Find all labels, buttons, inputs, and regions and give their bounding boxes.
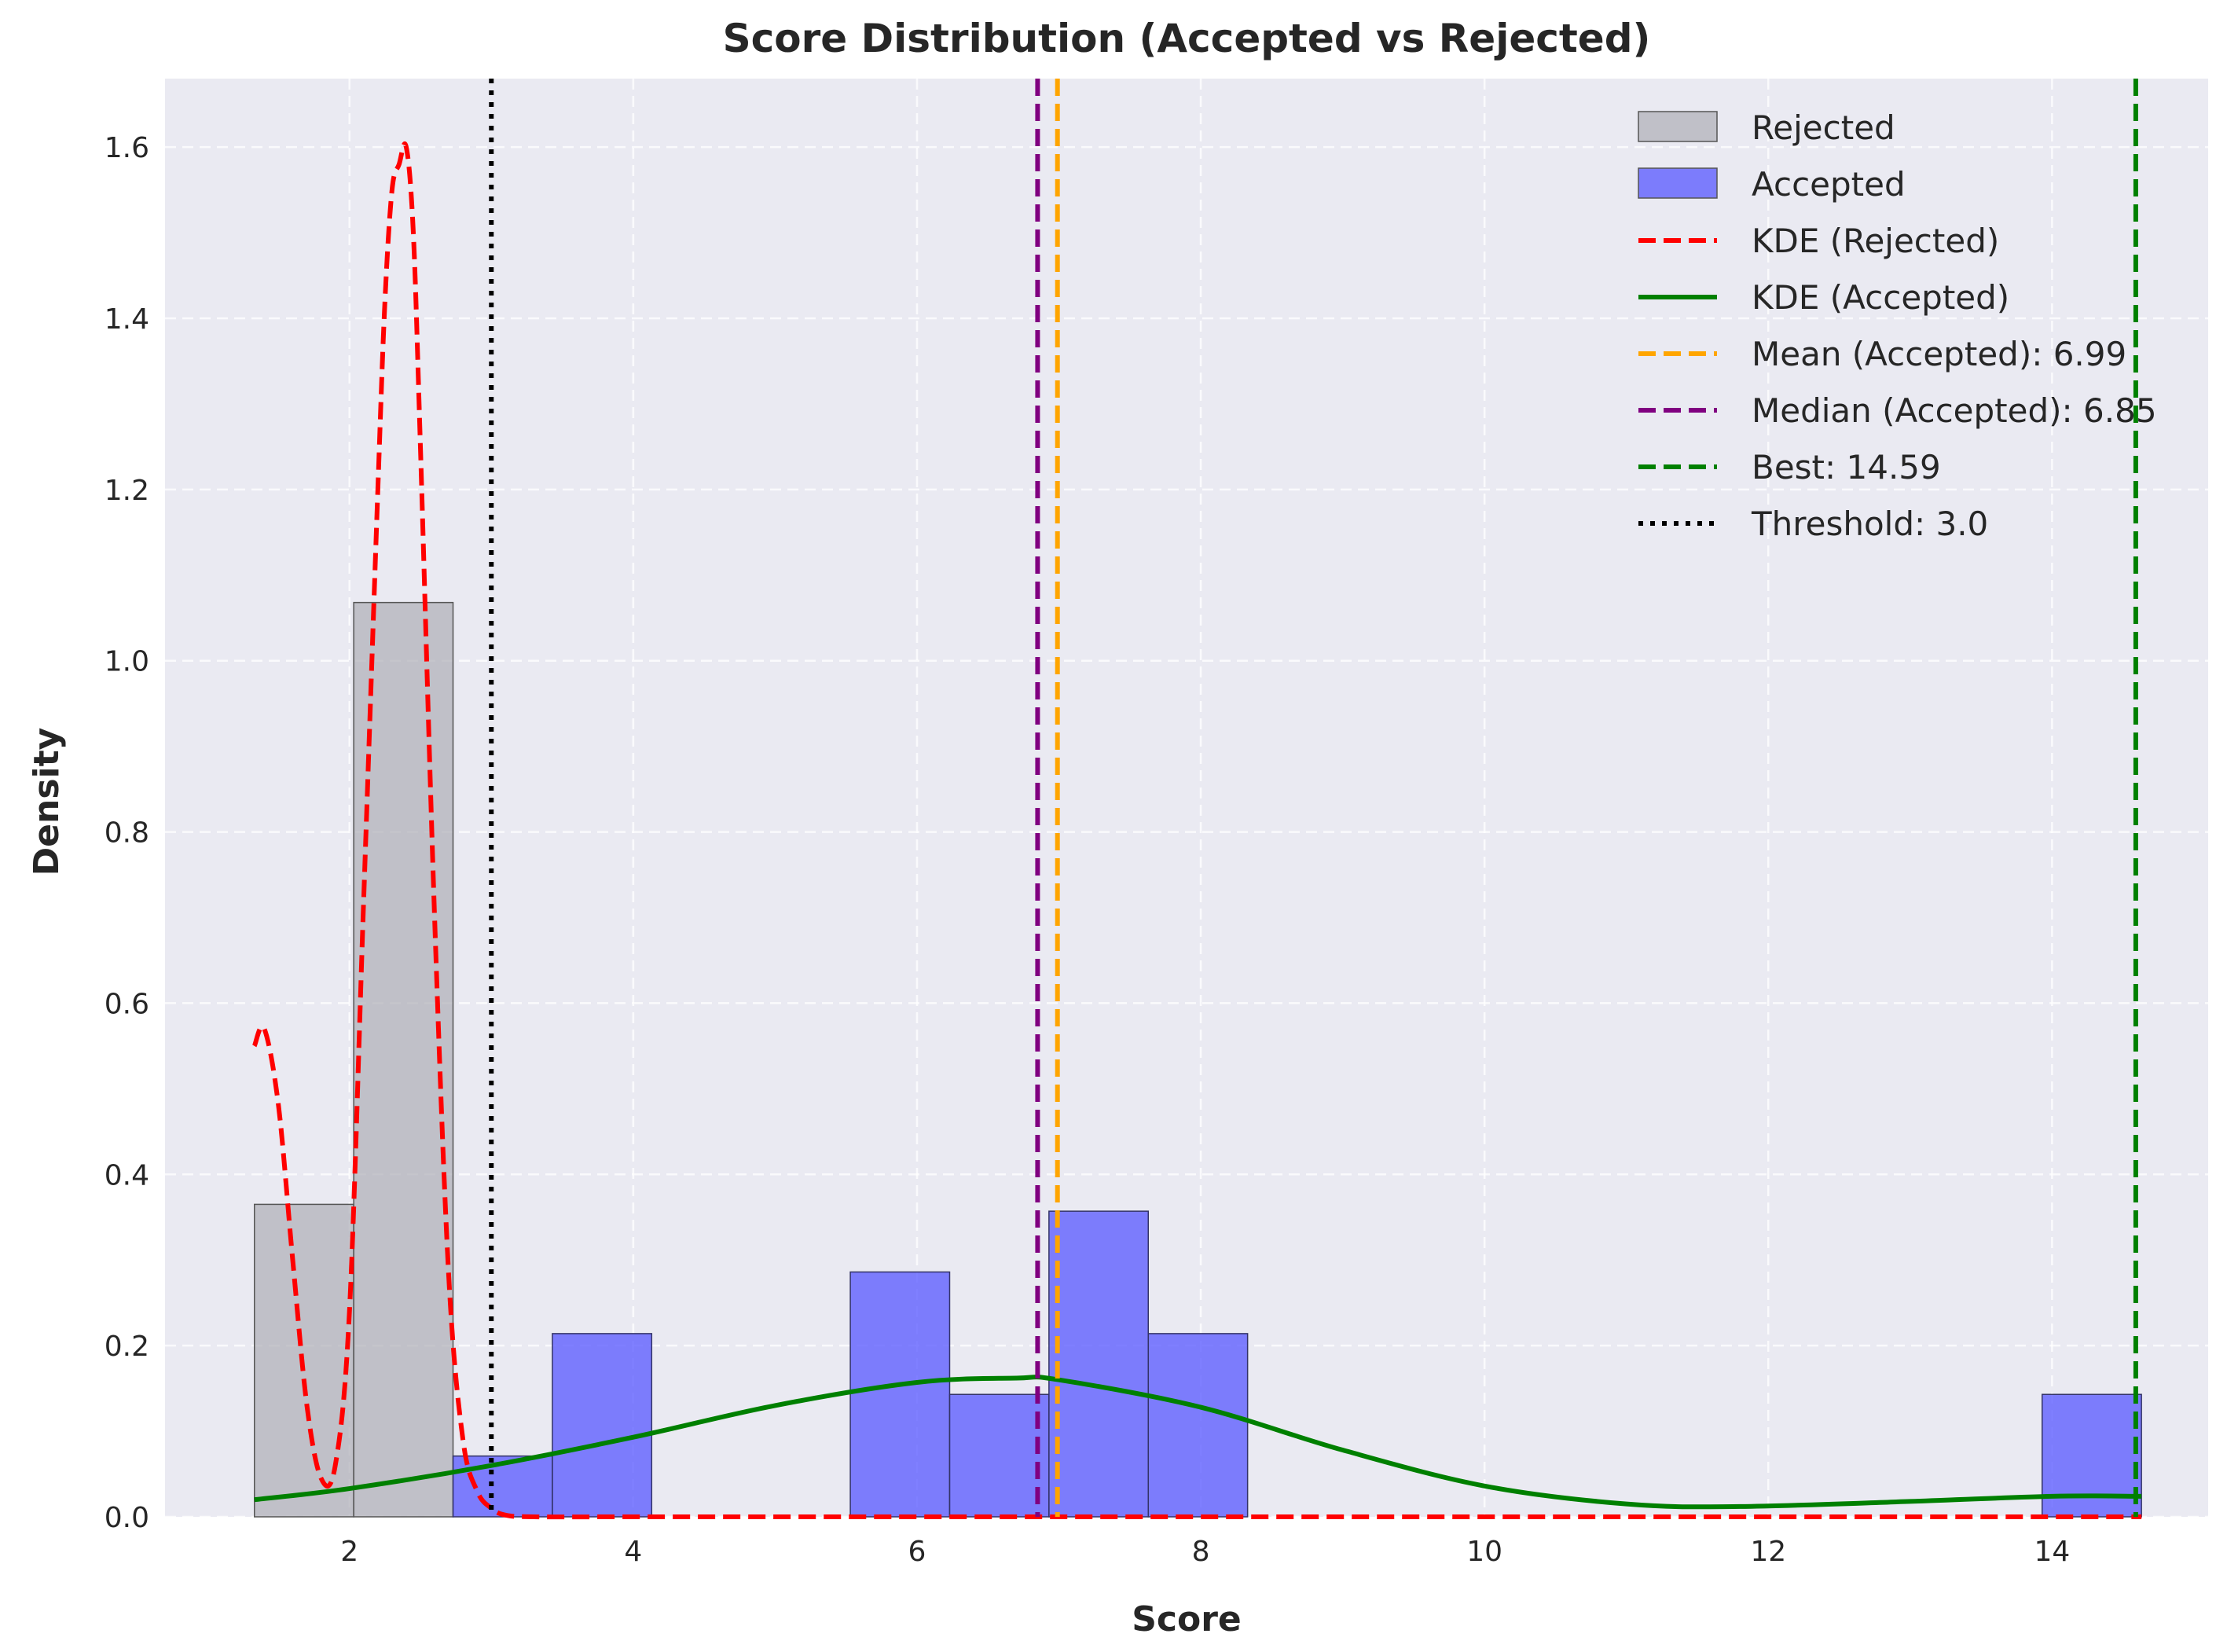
x-tick-label: 10 bbox=[1466, 1536, 1502, 1568]
legend-label: Accepted bbox=[1752, 165, 1906, 204]
legend-swatch-rejected bbox=[1638, 111, 1718, 142]
legend-label: KDE (Rejected) bbox=[1752, 222, 1999, 260]
y-tick-label: 0.8 bbox=[105, 817, 149, 850]
legend-label: Best: 14.59 bbox=[1752, 448, 1941, 486]
y-tick-label: 1.4 bbox=[105, 303, 149, 336]
x-tick-label: 14 bbox=[2034, 1536, 2070, 1568]
y-tick-label: 1.6 bbox=[105, 132, 149, 164]
histogram-bar-accepted bbox=[1048, 1210, 1149, 1518]
legend-label: KDE (Accepted) bbox=[1752, 278, 2009, 317]
y-tick-label: 0.4 bbox=[105, 1159, 149, 1191]
y-axis-label: Density bbox=[27, 728, 67, 876]
x-tick-label: 6 bbox=[908, 1536, 926, 1568]
legend-swatch-accepted bbox=[1638, 167, 1718, 199]
legend-label: Mean (Accepted): 6.99 bbox=[1752, 335, 2126, 373]
legend-label: Threshold: 3.0 bbox=[1751, 505, 1988, 543]
y-tick-label: 1.2 bbox=[105, 475, 149, 507]
y-tick-label: 0.6 bbox=[105, 988, 149, 1020]
legend: Rejected Accepted KDE (Rejected) KDE (Accep… bbox=[1638, 108, 2157, 543]
kde-and-reference-lines bbox=[251, 79, 2142, 1520]
x-axis-label: Score bbox=[1132, 1599, 1242, 1639]
x-tick-label: 2 bbox=[340, 1536, 358, 1568]
histogram-bar-accepted bbox=[948, 1393, 1050, 1518]
legend-label: Median (Accepted): 6.85 bbox=[1752, 391, 2157, 430]
x-tick-label: 4 bbox=[624, 1536, 642, 1568]
x-tick-label: 8 bbox=[1192, 1536, 1210, 1568]
histogram-bar-accepted bbox=[1147, 1333, 1249, 1518]
y-tick-label: 1.0 bbox=[105, 646, 149, 678]
kde-rejected-line bbox=[251, 141, 2142, 1520]
y-tick-label: 0.2 bbox=[105, 1331, 149, 1363]
kde-accepted-line bbox=[254, 1375, 2142, 1510]
histogram-bars bbox=[254, 601, 2142, 1518]
histogram-bar-accepted bbox=[849, 1271, 951, 1518]
histogram-bar-accepted bbox=[552, 1333, 653, 1518]
axis-ticks: 2 4 6 8 10 12 14 0.0 0.2 0.4 0.6 0.8 1.0 1.2 1.4 1.6 bbox=[105, 132, 2071, 1568]
x-tick-label: 12 bbox=[1750, 1536, 1786, 1568]
chart-title: Score Distribution (Accepted vs Rejected… bbox=[723, 16, 1651, 61]
legend-label: Rejected bbox=[1752, 108, 1895, 147]
y-tick-label: 0.0 bbox=[105, 1502, 149, 1534]
